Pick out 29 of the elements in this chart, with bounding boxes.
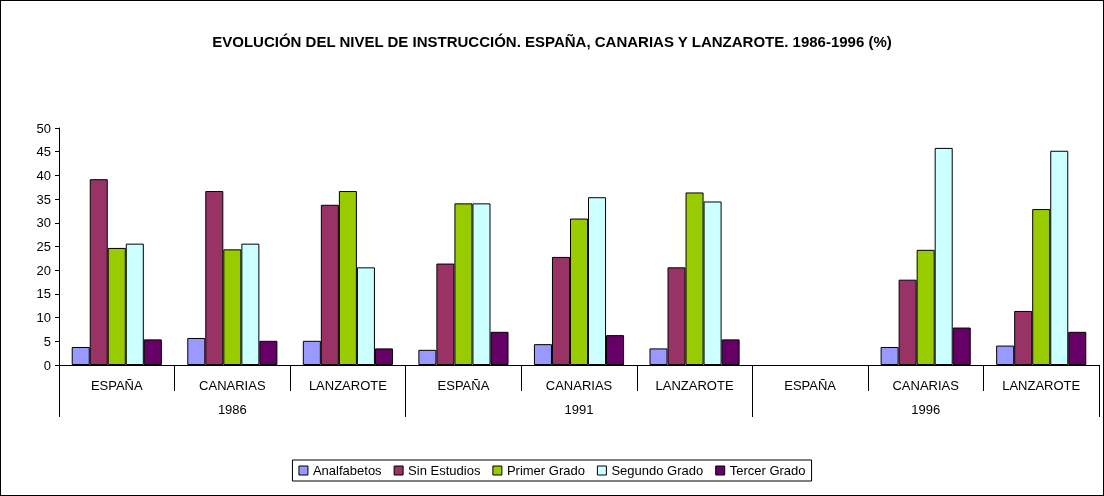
- x-tick-label: CANARIAS: [199, 378, 266, 393]
- y-tick-label: 50: [36, 120, 51, 136]
- text: 1996: [911, 402, 941, 417]
- y-tick-label: 25: [36, 239, 51, 254]
- x-tick-label: ESPAÑA: [90, 378, 143, 393]
- x-tick-label: ESPAÑA: [437, 378, 490, 393]
- x-tick-label: CANARIAS: [545, 378, 613, 393]
- legend-label: Tercer Grado: [729, 463, 806, 478]
- y-tick-label: 45: [36, 144, 51, 160]
- y-tick-label: 35: [36, 191, 51, 207]
- y-tick-label: 40: [36, 167, 51, 183]
- x-tick-label: CANARIAS: [892, 378, 960, 393]
- y-tick-label: 20: [36, 262, 51, 278]
- x-tick-label: LANZAROTE: [655, 378, 734, 393]
- y-tick-label: 5: [43, 333, 51, 349]
- x-tick-label: LANZAROTE: [308, 378, 388, 393]
- legend-label: Analfabetos: [312, 463, 383, 478]
- y-tick-label: 30: [36, 215, 51, 231]
- text: 1986: [217, 402, 247, 417]
- chart-title: EVOLUCIÓN DEL NIVEL DE INSTRUCCIÓN. ESPAÑA, CANARIAS Y LANZAROTE. 1986-1996 (%): [212, 33, 892, 50]
- legend-label: Primer Grado: [506, 463, 585, 478]
- legend-label: Segundo Grado: [611, 463, 704, 478]
- y-tick-label: 15: [36, 286, 51, 302]
- x-tick-label: ESPAÑA: [784, 378, 837, 393]
- text: 1991: [564, 402, 594, 417]
- legend-label: Sin Estudios: [408, 463, 481, 478]
- y-tick-label: 10: [36, 310, 51, 326]
- y-tick-label: 0: [43, 357, 51, 373]
- x-tick-label: LANZAROTE: [1002, 378, 1081, 393]
